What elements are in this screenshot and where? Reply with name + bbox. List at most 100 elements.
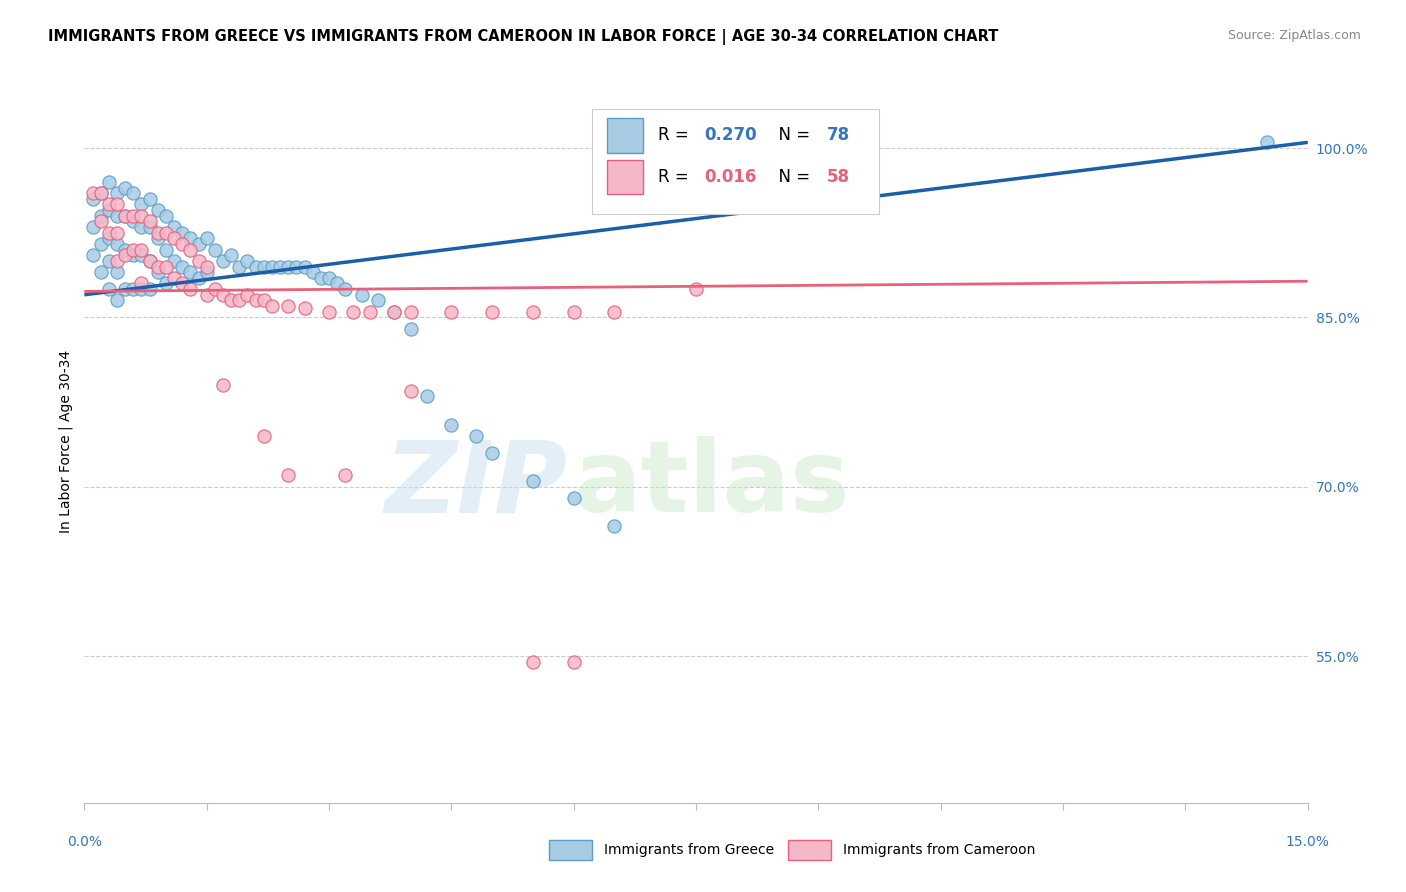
Text: 0.0%: 0.0% xyxy=(67,835,101,849)
Point xyxy=(122,282,145,296)
Text: atlas: atlas xyxy=(574,436,851,533)
Point xyxy=(367,293,389,308)
Text: Source: ZipAtlas.com: Source: ZipAtlas.com xyxy=(1227,29,1361,42)
Point xyxy=(228,293,250,308)
Point xyxy=(179,282,201,296)
Point xyxy=(522,655,544,669)
Point xyxy=(522,304,544,318)
Point xyxy=(212,253,235,268)
Point xyxy=(464,429,486,443)
Point xyxy=(97,253,120,268)
Point xyxy=(522,474,544,488)
Point xyxy=(97,282,120,296)
Point xyxy=(131,282,153,296)
Text: 0.016: 0.016 xyxy=(704,168,756,186)
Point xyxy=(172,237,194,252)
Point xyxy=(155,226,177,240)
Point xyxy=(603,304,626,318)
Text: Immigrants from Cameroon: Immigrants from Cameroon xyxy=(842,843,1035,856)
Point xyxy=(350,287,373,301)
Text: 78: 78 xyxy=(827,126,851,145)
Point xyxy=(163,231,186,245)
Point xyxy=(301,265,323,279)
Point xyxy=(294,301,316,316)
Point xyxy=(440,304,463,318)
Point xyxy=(253,429,276,443)
Point xyxy=(562,655,585,669)
Point xyxy=(105,293,128,308)
Point xyxy=(90,209,112,223)
Point xyxy=(440,417,463,432)
Point xyxy=(416,389,439,403)
Point xyxy=(204,243,226,257)
Point xyxy=(212,378,235,392)
Point xyxy=(260,299,283,313)
Point xyxy=(399,384,422,398)
Point xyxy=(114,180,136,194)
Point xyxy=(219,248,242,262)
Point xyxy=(122,243,145,257)
Point xyxy=(138,253,160,268)
Point xyxy=(114,209,136,223)
Point xyxy=(187,253,209,268)
Point xyxy=(294,260,316,274)
Point xyxy=(309,270,332,285)
Point xyxy=(187,237,209,252)
Point xyxy=(236,253,259,268)
FancyBboxPatch shape xyxy=(592,109,880,214)
Point xyxy=(326,277,349,291)
Point xyxy=(562,304,585,318)
Text: 15.0%: 15.0% xyxy=(1285,835,1330,849)
Point xyxy=(138,282,160,296)
Point xyxy=(90,214,112,228)
Point xyxy=(179,231,201,245)
Point xyxy=(131,220,153,235)
Point xyxy=(562,491,585,505)
Point xyxy=(122,214,145,228)
Point xyxy=(138,192,160,206)
Point xyxy=(277,299,299,313)
FancyBboxPatch shape xyxy=(606,118,644,153)
Point xyxy=(335,282,357,296)
Point xyxy=(122,186,145,201)
Point xyxy=(260,260,283,274)
Point xyxy=(105,209,128,223)
Point xyxy=(245,260,267,274)
Point xyxy=(105,253,128,268)
Point xyxy=(318,270,340,285)
Point xyxy=(131,277,153,291)
FancyBboxPatch shape xyxy=(787,839,831,860)
Point xyxy=(97,175,120,189)
Point xyxy=(195,260,218,274)
Point xyxy=(382,304,405,318)
Point xyxy=(359,304,381,318)
Point xyxy=(603,519,626,533)
Point xyxy=(97,231,120,245)
Point xyxy=(269,260,291,274)
Text: N =: N = xyxy=(768,126,815,145)
Point xyxy=(114,282,136,296)
Point xyxy=(335,468,357,483)
Point xyxy=(131,197,153,211)
Point xyxy=(685,282,707,296)
Point xyxy=(114,248,136,262)
Point xyxy=(163,270,186,285)
Text: R =: R = xyxy=(658,168,695,186)
Point xyxy=(146,203,169,218)
Point xyxy=(82,192,104,206)
Point xyxy=(212,287,235,301)
Point xyxy=(1256,136,1278,150)
Point xyxy=(146,265,169,279)
Text: ZIP: ZIP xyxy=(384,436,568,533)
Point xyxy=(82,248,104,262)
Point xyxy=(131,209,153,223)
Point xyxy=(228,260,250,274)
Point xyxy=(146,260,169,274)
Point xyxy=(481,304,503,318)
Point xyxy=(146,226,169,240)
Point xyxy=(204,282,226,296)
Point xyxy=(146,231,169,245)
Point xyxy=(90,237,112,252)
Point xyxy=(399,304,422,318)
Point xyxy=(131,243,153,257)
